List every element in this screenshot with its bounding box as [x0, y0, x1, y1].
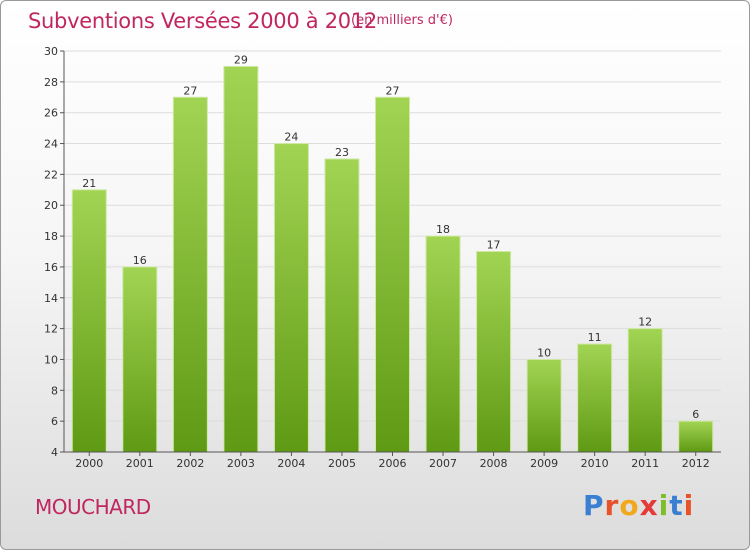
bar-2012 — [678, 420, 714, 453]
bar-2000 — [71, 189, 107, 453]
bar-2007 — [425, 235, 461, 453]
y-tick-label: 8 — [51, 384, 58, 397]
y-tick-label: 14 — [44, 292, 58, 305]
x-tick-label: 2006 — [379, 457, 407, 470]
y-tick-label: 24 — [44, 138, 58, 151]
chart-unit: (en milliers d'€) — [351, 13, 453, 28]
bar-value-label: 16 — [133, 254, 147, 267]
bar-value-label: 29 — [234, 53, 248, 66]
bar-2006 — [375, 96, 410, 453]
chart-title: Subventions Versées 2000 à 2012 — [28, 9, 377, 33]
bar-value-label: 12 — [638, 316, 652, 329]
bar-2005 — [324, 158, 360, 453]
bar-2011 — [627, 328, 663, 453]
bar-value-label: 21 — [82, 177, 96, 190]
x-tick-label: 2005 — [328, 457, 356, 470]
bar-value-label: 23 — [335, 146, 349, 159]
bar-value-label: 27 — [386, 84, 400, 97]
x-tick-label: 2010 — [581, 457, 609, 470]
bar-value-label: 11 — [588, 331, 602, 344]
bar-value-label: 10 — [537, 346, 551, 359]
bar-2010 — [577, 343, 613, 453]
x-tick-label: 2008 — [480, 457, 508, 470]
logo-letter: i — [658, 489, 670, 522]
logo-letter: r — [604, 489, 620, 522]
logo-letter: t — [669, 489, 684, 522]
y-tick-label: 4 — [51, 446, 58, 459]
y-tick-label: 10 — [44, 353, 58, 366]
bar-value-label: 24 — [284, 131, 298, 144]
bar-value-label: 27 — [183, 84, 197, 97]
bar-2002 — [172, 96, 208, 453]
y-tick-label: 12 — [44, 323, 58, 336]
commune-name: MOUCHARD — [35, 495, 151, 519]
bar-2008 — [476, 251, 512, 453]
bar-2003 — [223, 65, 259, 453]
x-tick-label: 2002 — [176, 457, 204, 470]
y-tick-label: 22 — [44, 168, 58, 181]
bar-2004 — [273, 143, 309, 453]
x-tick-label: 2009 — [530, 457, 558, 470]
y-tick-label: 16 — [44, 261, 58, 274]
x-tick-label: 2000 — [75, 457, 103, 470]
x-tick-label: 2011 — [631, 457, 659, 470]
logo-letter: P — [583, 489, 605, 522]
x-tick-label: 2012 — [682, 457, 710, 470]
bar-value-label: 17 — [487, 239, 501, 252]
bar-2009 — [526, 358, 562, 453]
y-tick-label: 26 — [44, 107, 58, 120]
y-tick-label: 28 — [44, 76, 58, 89]
x-tick-label: 2003 — [227, 457, 255, 470]
x-tick-label: 2004 — [277, 457, 305, 470]
bar-value-label: 18 — [436, 223, 450, 236]
y-tick-label: 18 — [44, 230, 58, 243]
y-tick-label: 6 — [51, 415, 58, 428]
x-tick-label: 2001 — [126, 457, 154, 470]
proxiti-logo: Proxiti — [583, 489, 694, 522]
logo-letter: o — [619, 489, 640, 522]
y-tick-label: 20 — [44, 199, 58, 212]
bar-2001 — [122, 266, 158, 453]
logo-letter: i — [683, 489, 695, 522]
logo-letter: x — [639, 489, 659, 522]
x-tick-label: 2007 — [429, 457, 457, 470]
y-tick-label: 30 — [44, 45, 58, 58]
bar-value-label: 6 — [692, 408, 699, 421]
